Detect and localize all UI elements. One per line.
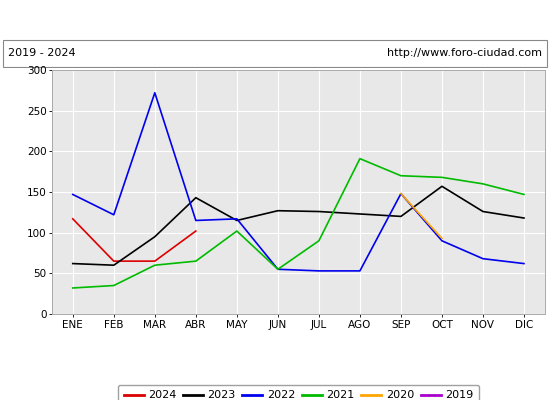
Text: 2019 - 2024: 2019 - 2024	[8, 48, 76, 58]
Text: http://www.foro-ciudad.com: http://www.foro-ciudad.com	[387, 48, 542, 58]
Text: Evolucion Nº Turistas Extranjeros en el municipio de Castilruiz: Evolucion Nº Turistas Extranjeros en el …	[81, 12, 469, 26]
Legend: 2024, 2023, 2022, 2021, 2020, 2019: 2024, 2023, 2022, 2021, 2020, 2019	[118, 385, 479, 400]
